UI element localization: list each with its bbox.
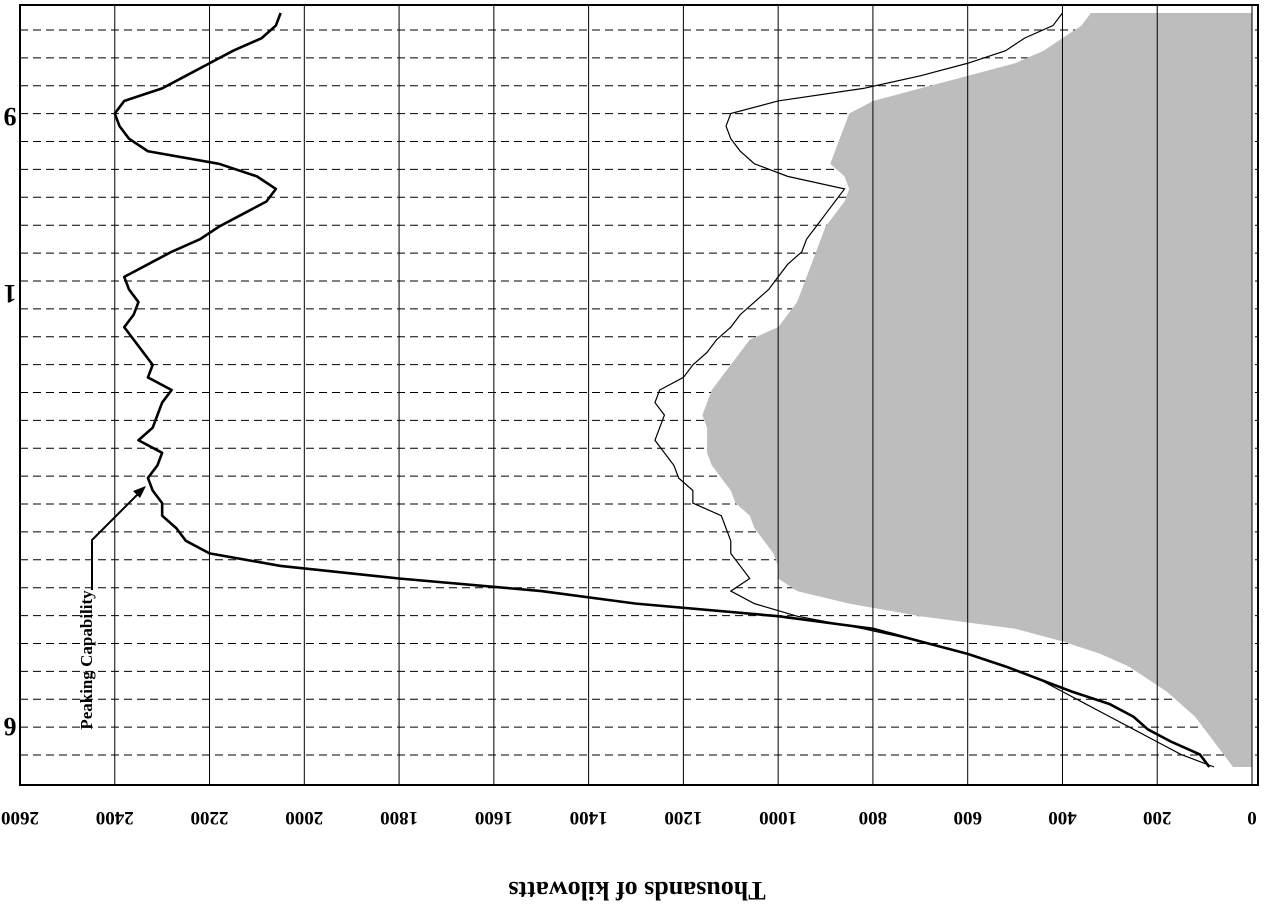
y-tick-label: 200 bbox=[1143, 807, 1172, 828]
y-tick-label: 2600 bbox=[1, 807, 39, 828]
y-tick-label: 1800 bbox=[380, 807, 418, 828]
y-tick-label: 2000 bbox=[285, 807, 323, 828]
plot-layer bbox=[19, 4, 1259, 786]
y-tick-label: 2400 bbox=[96, 807, 134, 828]
y-tick-label: 400 bbox=[1048, 807, 1077, 828]
y-tick-label: 1400 bbox=[570, 807, 608, 828]
y-tick-label: 2200 bbox=[191, 807, 229, 828]
label-layer: 0 200 400 600 800 1000 1200 1400 1600 1800 2000 220… bbox=[1, 102, 1257, 905]
annotation-arrowhead bbox=[133, 486, 146, 498]
edge-category-label: 1 bbox=[4, 279, 17, 308]
peaking-capability-annotation: Peaking Capability bbox=[77, 590, 96, 730]
plot-frame bbox=[19, 4, 1259, 786]
filled-area-series bbox=[702, 13, 1252, 767]
edge-category-label: 6 bbox=[4, 712, 17, 741]
y-tick-label: 0 bbox=[1247, 807, 1257, 828]
y-tick-label: 1200 bbox=[664, 807, 702, 828]
y-tick-label: 600 bbox=[953, 807, 982, 828]
y-tick-label: 800 bbox=[859, 807, 888, 828]
y-tick-label: 1600 bbox=[475, 807, 513, 828]
annotation-leader-line bbox=[91, 489, 143, 590]
edge-category-label: 9 bbox=[4, 102, 17, 131]
y-tick-label: 1000 bbox=[759, 807, 797, 828]
peaking-capability-line bbox=[113, 12, 1211, 768]
y-axis-title: Thousands of kilowatts bbox=[508, 876, 765, 905]
